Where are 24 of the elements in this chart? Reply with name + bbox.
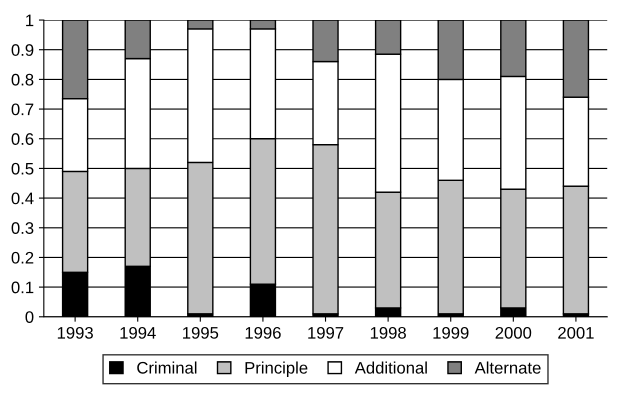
legend-label: Criminal — [137, 361, 196, 374]
x-tick-label: 1999 — [433, 326, 468, 339]
y-tick-label: 0.9 — [12, 44, 34, 56]
y-tick-label: 0.2 — [12, 252, 34, 264]
x-tick-label: 2001 — [558, 326, 594, 339]
y-tick-label: 0.5 — [12, 162, 34, 175]
x-tick-label: 1998 — [370, 326, 406, 339]
y-tick-label: 0.8 — [12, 74, 34, 86]
y-tick-label: 1 — [26, 14, 34, 26]
y-tick-label: 0 — [25, 311, 34, 323]
y-tick-label: 0.3 — [12, 222, 34, 234]
y-tick-label: 0.4 — [12, 192, 34, 204]
y-tick-label: 0.1 — [12, 282, 34, 294]
legend-label: Alternate — [474, 361, 541, 374]
legend-label: Principle — [246, 361, 308, 377]
x-tick-label: 1997 — [308, 326, 344, 339]
legend-label: Additional — [354, 361, 427, 374]
x-tick-label: 1996 — [246, 326, 281, 339]
x-tick-label: 2000 — [496, 326, 532, 339]
x-tick-label: 1994 — [120, 326, 156, 339]
y-tick-label: 0.7 — [12, 103, 34, 116]
x-tick-label: 1995 — [183, 326, 218, 339]
y-tick-label: 0.6 — [12, 133, 34, 145]
x-tick-label: 1993 — [58, 326, 93, 339]
